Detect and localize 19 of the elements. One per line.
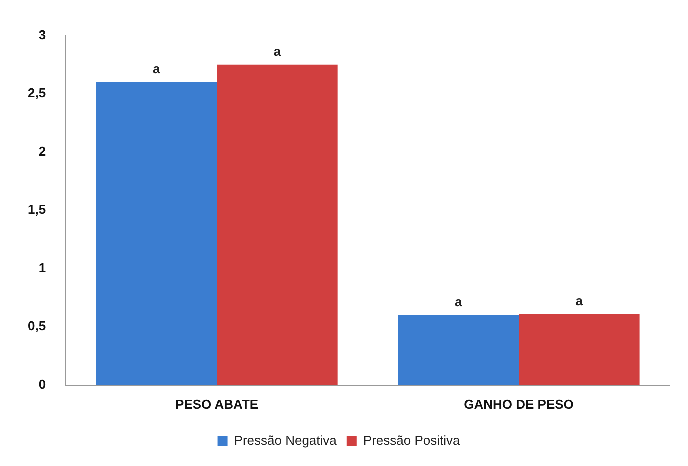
legend-label: Pressão Positiva	[363, 433, 461, 448]
annotation: a	[576, 293, 584, 308]
annotation: a	[153, 61, 162, 76]
bar	[519, 314, 640, 386]
bar	[96, 82, 218, 386]
bar	[398, 315, 520, 386]
y-tick-label: 1,5	[28, 202, 46, 218]
y-tick-label: 0,5	[28, 318, 46, 334]
bar	[217, 64, 338, 386]
y-tick-label: 0	[38, 376, 46, 392]
legend-label: Pressão Negativa	[234, 433, 338, 448]
x-tick-label: PESO ABATE	[176, 396, 259, 412]
annotation: a	[455, 294, 464, 310]
y-tick-label: 2	[38, 144, 46, 159]
x-tick-label: GANHO DE PESO	[464, 396, 574, 412]
y-tick-label: 2,5	[28, 86, 46, 101]
y-tick-label: 1	[38, 260, 46, 276]
y-tick-label: 3	[38, 27, 46, 42]
annotation: a	[274, 44, 282, 60]
